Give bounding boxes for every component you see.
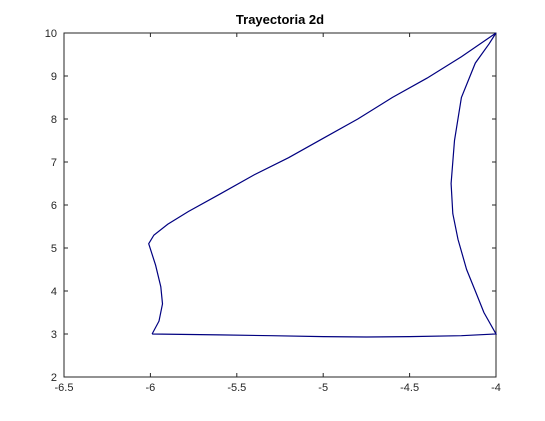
series-line xyxy=(148,32,497,338)
x-tick-label: -6 xyxy=(146,382,156,394)
y-tick-label: 2 xyxy=(51,372,57,384)
x-tick-label: -4.5 xyxy=(400,382,419,394)
x-tick-label: -4 xyxy=(491,382,501,394)
plot-area xyxy=(63,32,497,378)
y-tick-label: 7 xyxy=(51,157,57,169)
y-tick-label: 5 xyxy=(51,243,57,255)
y-tick-label: 3 xyxy=(51,329,57,341)
chart-title: Trayectoria 2d xyxy=(236,12,324,27)
x-tick-label: -5 xyxy=(318,382,328,394)
x-tick-label: -6.5 xyxy=(55,382,74,394)
y-tick-label: 6 xyxy=(51,200,57,212)
x-tick-label: -5.5 xyxy=(227,382,246,394)
y-tick-label: 9 xyxy=(51,71,57,83)
y-tick-label: 8 xyxy=(51,114,57,126)
y-tick-label: 10 xyxy=(45,28,57,40)
y-tick-label: 4 xyxy=(51,286,57,298)
axis-tick-labels: -6.5 -6 -5.5 -5 -4.5 -4 2 3 4 5 6 7 8 9 10 xyxy=(45,28,501,394)
